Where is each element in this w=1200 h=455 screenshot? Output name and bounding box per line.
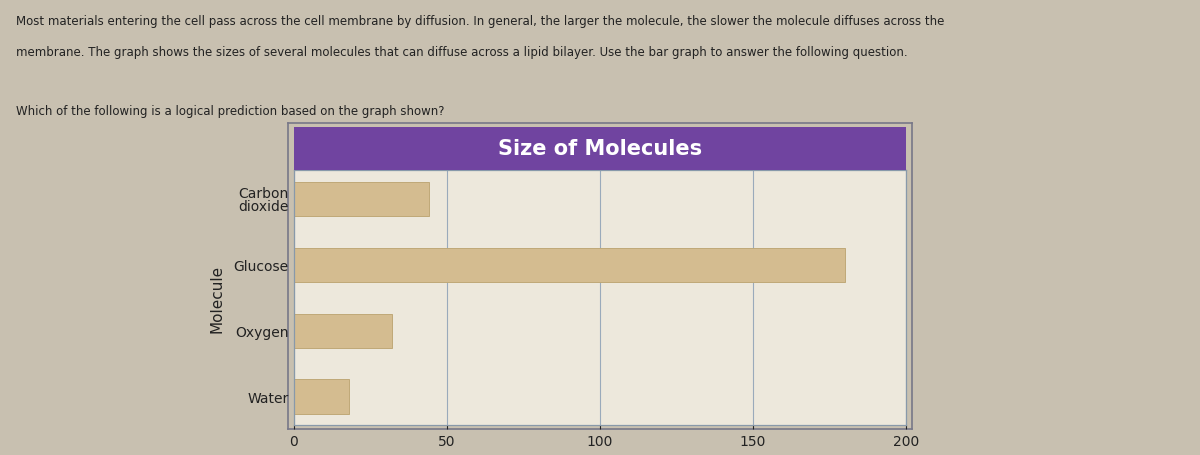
Bar (294, 248, 845, 282)
Text: Most materials entering the cell pass across the cell membrane by diffusion. In : Most materials entering the cell pass ac… (16, 15, 944, 28)
Text: Size of Molecules: Size of Molecules (498, 139, 702, 159)
Text: membrane. The graph shows the sizes of several molecules that can diffuse across: membrane. The graph shows the sizes of s… (16, 46, 907, 59)
X-axis label: Size (daltons): Size (daltons) (535, 454, 665, 455)
Bar (294, 379, 349, 414)
Bar (294, 182, 428, 217)
Bar (294, 314, 392, 348)
Y-axis label: Molecule: Molecule (210, 264, 224, 332)
Text: Which of the following is a logical prediction based on the graph shown?: Which of the following is a logical pred… (16, 105, 444, 118)
